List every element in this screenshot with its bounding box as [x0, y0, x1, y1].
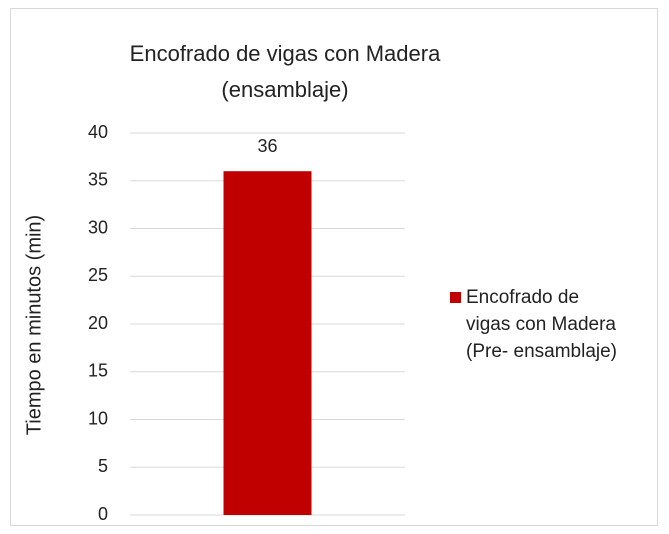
y-tick-label: 25	[88, 265, 108, 285]
y-tick-label: 35	[88, 170, 108, 190]
y-tick-label: 5	[98, 456, 108, 476]
legend-label: Encofrado de vigas con Madera (Pre- ensa…	[466, 287, 617, 362]
bar	[223, 171, 312, 515]
y-tick-label: 40	[88, 122, 108, 142]
chart-frame	[10, 8, 658, 526]
y-axis-label: Tiempo en minutos (min)	[23, 215, 45, 435]
y-tick-label: 10	[88, 408, 108, 428]
y-tick-label: 30	[88, 217, 108, 237]
y-tick-label: 15	[88, 361, 108, 381]
data-label: 36	[257, 136, 277, 156]
y-tick-label: 0	[98, 504, 108, 524]
chart-title: Encofrado de vigas con Madera (ensamblaj…	[129, 41, 441, 102]
legend-swatch	[450, 292, 461, 303]
y-tick-label: 20	[88, 313, 108, 333]
